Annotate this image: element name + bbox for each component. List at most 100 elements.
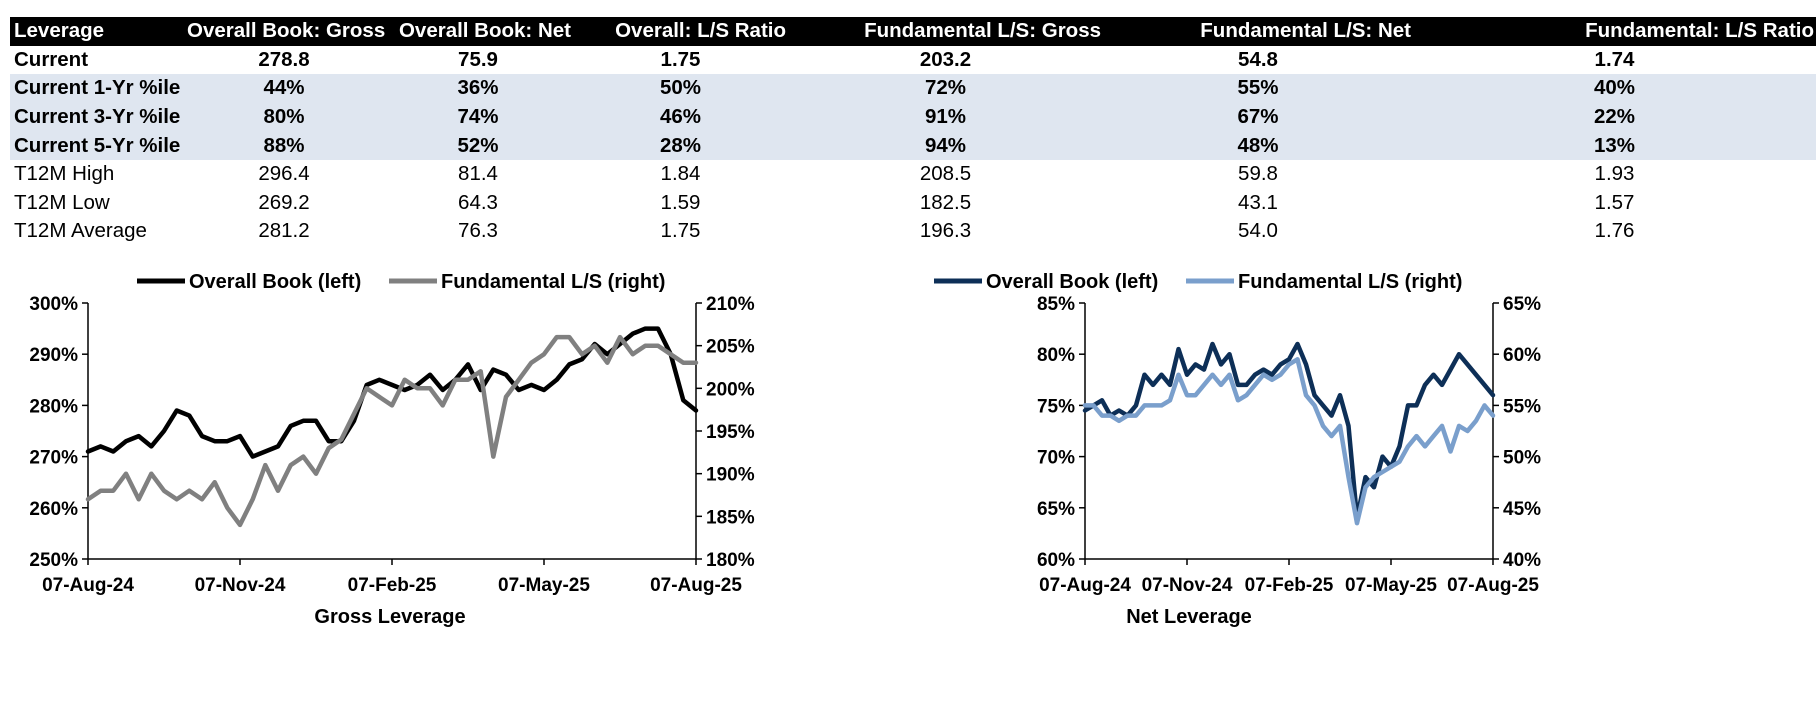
table-cell: 269.2 bbox=[258, 190, 310, 214]
leverage-stats-table: Leverage Overall Book: Gross Overall Boo… bbox=[10, 17, 1816, 246]
table-cell: 91% bbox=[788, 102, 1103, 132]
y-tick-label-left: 80% bbox=[1037, 345, 1075, 366]
table-cell: 52% bbox=[383, 131, 573, 160]
table-cell: 50% bbox=[573, 74, 788, 103]
y-tick-label-right: 180% bbox=[706, 550, 755, 571]
y-tick-label-right: 65% bbox=[1503, 294, 1541, 315]
column-header: Leverage bbox=[10, 17, 185, 46]
row-label: T12M Low bbox=[14, 190, 110, 214]
column-header: Fundamental L/S: Gross bbox=[788, 17, 1103, 46]
table-header-row: Leverage Overall Book: Gross Overall Boo… bbox=[10, 17, 1816, 46]
table-row: Current 1-Yr %ile 44% 36% 50% 72% 55% 40… bbox=[10, 74, 1816, 103]
table-row: T12M High 296.4 81.4 1.84 208.5 59.8 1.9… bbox=[10, 160, 1816, 189]
table-cell: 88% bbox=[185, 131, 383, 160]
table-row: T12M Average 281.2 76.3 1.75 196.3 54.0 … bbox=[10, 217, 1816, 246]
table-cell: 208.5 bbox=[919, 162, 972, 186]
table-cell: 1.74 bbox=[1594, 47, 1635, 71]
x-tick-label: 07-Aug-24 bbox=[42, 575, 134, 596]
table-cell: 1.59 bbox=[660, 190, 701, 214]
table-cell: 1.93 bbox=[1594, 162, 1635, 186]
column-header: Fundamental: L/S Ratio bbox=[1413, 17, 1816, 46]
legend-label-overall-book: Overall Book (left) bbox=[189, 271, 361, 293]
table-cell: 44% bbox=[185, 74, 383, 103]
x-tick-label: 07-Aug-25 bbox=[650, 575, 742, 596]
y-tick-label-right: 40% bbox=[1503, 550, 1541, 571]
table-cell: 40% bbox=[1413, 74, 1816, 103]
table-cell: 43.1 bbox=[1238, 190, 1278, 214]
table-cell: 67% bbox=[1103, 102, 1413, 132]
y-tick-label-right: 55% bbox=[1503, 396, 1541, 417]
table-row: T12M Low 269.2 64.3 1.59 182.5 43.1 1.57 bbox=[10, 189, 1816, 218]
table-cell: 281.2 bbox=[258, 219, 310, 243]
series-line-fundamental-ls bbox=[1082, 357, 1496, 526]
row-label: Current bbox=[14, 47, 89, 71]
x-tick-label: 07-May-25 bbox=[498, 575, 590, 596]
table-cell: 59.8 bbox=[1238, 162, 1278, 186]
y-tick-label-left: 300% bbox=[29, 294, 78, 315]
x-tick-label: 07-Aug-24 bbox=[1039, 575, 1131, 596]
table-cell: 46% bbox=[573, 102, 788, 132]
series-line-fundamental-ls bbox=[85, 334, 699, 528]
y-tick-label-right: 60% bbox=[1503, 345, 1541, 366]
table-cell: 55% bbox=[1103, 74, 1413, 103]
row-label: T12M Average bbox=[14, 219, 147, 243]
row-label: Current 3-Yr %ile bbox=[10, 102, 185, 132]
table-cell: 81.4 bbox=[458, 162, 498, 186]
y-tick-label-left: 280% bbox=[29, 396, 78, 417]
y-tick-label-right: 190% bbox=[706, 465, 755, 486]
x-tick-label: 07-May-25 bbox=[1345, 575, 1437, 596]
table-cell: 13% bbox=[1413, 131, 1816, 160]
column-header: Overall Book: Net bbox=[383, 17, 573, 46]
row-label: Current 5-Yr %ile bbox=[10, 131, 185, 160]
x-tick-label: 07-Feb-25 bbox=[1245, 575, 1334, 596]
table-cell: 94% bbox=[788, 131, 1103, 160]
table-cell: 36% bbox=[383, 74, 573, 103]
y-tick-label-right: 185% bbox=[706, 507, 755, 528]
table-cell: 54.8 bbox=[1238, 47, 1278, 71]
table-cell: 22% bbox=[1413, 102, 1816, 132]
y-tick-label-right: 200% bbox=[706, 379, 755, 400]
y-tick-label-left: 270% bbox=[29, 448, 78, 469]
table-cell: 64.3 bbox=[458, 190, 498, 214]
series-line-overall-book bbox=[1082, 341, 1496, 521]
y-tick-label-right: 210% bbox=[706, 294, 755, 315]
y-tick-label-right: 195% bbox=[706, 422, 755, 443]
table-cell: 1.84 bbox=[660, 162, 701, 186]
series-line-overall-book bbox=[85, 326, 699, 459]
table-cell: 74% bbox=[383, 102, 573, 132]
table-row: Current 3-Yr %ile 80% 74% 46% 91% 67% 22… bbox=[10, 102, 1816, 132]
table-row: Current 278.8 75.9 1.75 203.2 54.8 1.74 bbox=[10, 46, 1816, 75]
x-axis-title: Net Leverage bbox=[1126, 606, 1252, 628]
legend-label-fundamental-ls: Fundamental L/S (right) bbox=[441, 271, 665, 293]
y-tick-label-left: 290% bbox=[29, 345, 78, 366]
y-tick-label-left: 70% bbox=[1037, 448, 1075, 469]
table-cell: 72% bbox=[788, 74, 1103, 103]
y-tick-label-left: 260% bbox=[29, 499, 78, 520]
y-tick-label-left: 85% bbox=[1037, 294, 1075, 315]
x-axis-title: Gross Leverage bbox=[314, 606, 465, 628]
x-tick-label: 07-Feb-25 bbox=[348, 575, 437, 596]
table-cell: 1.57 bbox=[1594, 190, 1635, 214]
table-cell: 1.76 bbox=[1594, 219, 1635, 243]
table-cell: 278.8 bbox=[258, 47, 310, 71]
y-tick-label-left: 250% bbox=[29, 550, 78, 571]
table-cell: 80% bbox=[185, 102, 383, 132]
table-row: Current 5-Yr %ile 88% 52% 28% 94% 48% 13… bbox=[10, 131, 1816, 160]
column-header: Overall Book: Gross bbox=[185, 17, 385, 46]
table-cell: 203.2 bbox=[919, 47, 972, 71]
table-cell: 76.3 bbox=[458, 219, 498, 243]
x-tick-label: 07-Nov-24 bbox=[195, 575, 286, 596]
y-tick-label-left: 60% bbox=[1037, 550, 1075, 571]
table-cell: 54.0 bbox=[1238, 219, 1278, 243]
table-cell: 28% bbox=[573, 131, 788, 160]
table-cell: 1.75 bbox=[660, 47, 701, 71]
net-leverage-chart: 60% 65% 70% 75% 80% 85% 40% 45% 50% 55% 60% 65% 07-A… bbox=[934, 271, 1541, 628]
column-header: Fundamental L/S: Net bbox=[1103, 17, 1413, 46]
table-cell: 48% bbox=[1103, 131, 1413, 160]
row-label: T12M High bbox=[14, 162, 115, 186]
table-cell: 196.3 bbox=[919, 219, 972, 243]
y-tick-label-left: 65% bbox=[1037, 499, 1075, 520]
y-tick-label-left: 75% bbox=[1037, 396, 1075, 417]
legend-label-overall-book: Overall Book (left) bbox=[986, 271, 1158, 293]
table-cell: 182.5 bbox=[919, 190, 972, 214]
